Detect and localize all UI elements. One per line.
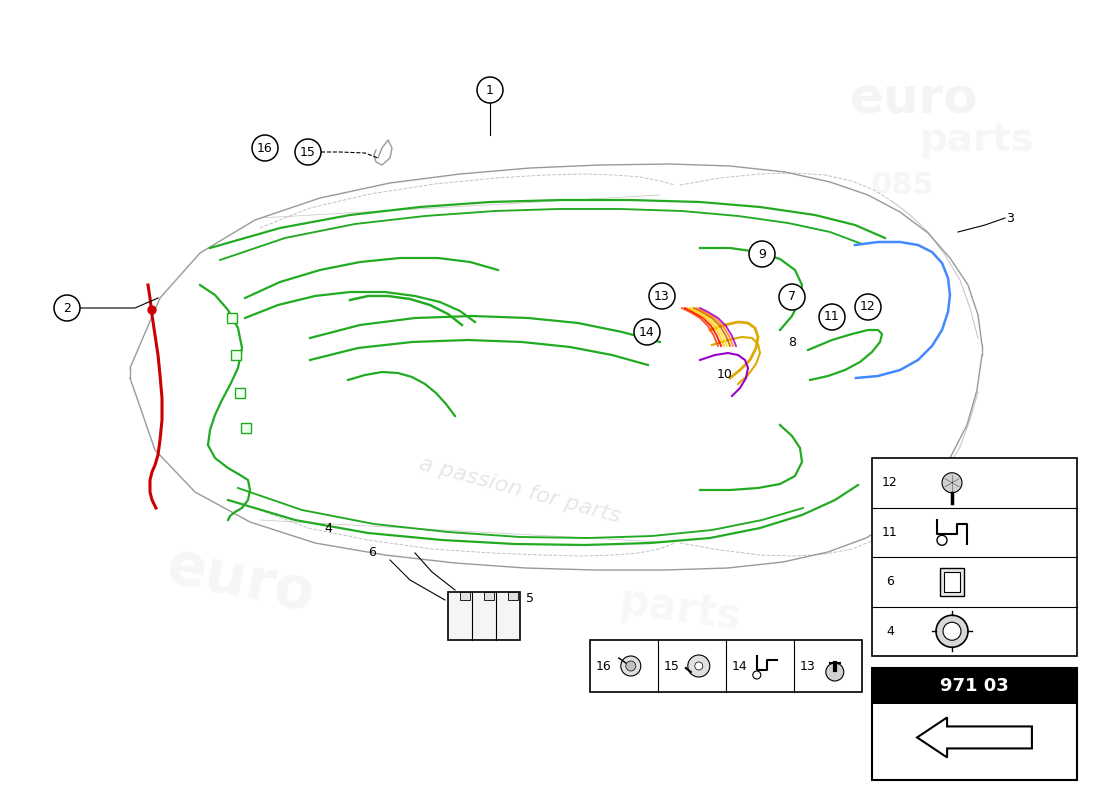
Circle shape: [688, 655, 710, 677]
Circle shape: [695, 662, 703, 670]
Text: 4: 4: [324, 522, 332, 534]
Circle shape: [477, 77, 503, 103]
Bar: [235, 388, 245, 398]
Bar: [227, 313, 236, 323]
Bar: [241, 423, 251, 433]
Text: 11: 11: [882, 526, 898, 538]
Circle shape: [820, 304, 845, 330]
Text: 8: 8: [788, 335, 796, 349]
Text: 1: 1: [486, 83, 494, 97]
Text: 15: 15: [300, 146, 316, 158]
Bar: [484, 592, 494, 600]
Text: parts: parts: [616, 581, 744, 639]
Bar: [872, 668, 1077, 780]
Circle shape: [626, 661, 636, 671]
Bar: [508, 592, 518, 600]
Circle shape: [943, 622, 961, 640]
Circle shape: [54, 295, 80, 321]
Text: 14: 14: [639, 326, 654, 338]
Text: 14: 14: [732, 659, 748, 673]
Text: euro: euro: [850, 76, 979, 124]
Text: 11: 11: [824, 310, 840, 323]
Text: 3: 3: [1006, 211, 1014, 225]
Text: 12: 12: [882, 476, 898, 490]
Text: 6: 6: [368, 546, 376, 558]
Text: 7: 7: [788, 290, 796, 303]
Text: 6: 6: [887, 575, 894, 588]
Text: 5: 5: [526, 591, 534, 605]
Text: 12: 12: [860, 301, 876, 314]
Circle shape: [252, 135, 278, 161]
Text: 15: 15: [663, 659, 680, 673]
Text: a passion for parts: a passion for parts: [417, 454, 623, 526]
Text: 085: 085: [870, 170, 934, 199]
Text: euro: euro: [161, 537, 319, 623]
Text: 16: 16: [596, 659, 612, 673]
Bar: [231, 350, 241, 360]
Circle shape: [295, 139, 321, 165]
Bar: [940, 568, 964, 596]
Text: 2: 2: [63, 302, 70, 314]
Circle shape: [148, 306, 156, 314]
Circle shape: [649, 283, 675, 309]
Text: 10: 10: [717, 369, 733, 382]
Text: 13: 13: [800, 659, 815, 673]
Bar: [590, 640, 862, 692]
Circle shape: [942, 473, 962, 493]
Bar: [872, 458, 1077, 656]
FancyArrow shape: [917, 718, 1032, 758]
Circle shape: [826, 663, 844, 681]
Circle shape: [749, 241, 775, 267]
Text: 971 03: 971 03: [940, 677, 1009, 695]
Text: parts: parts: [920, 121, 1035, 159]
Text: 4: 4: [887, 625, 894, 638]
Circle shape: [620, 656, 641, 676]
Bar: [460, 592, 470, 600]
Text: 9: 9: [758, 247, 766, 261]
Text: 13: 13: [654, 290, 670, 302]
Bar: [872, 668, 1077, 704]
Bar: [944, 572, 960, 592]
Circle shape: [936, 615, 968, 647]
Text: 16: 16: [257, 142, 273, 154]
Circle shape: [634, 319, 660, 345]
Circle shape: [855, 294, 881, 320]
Bar: [448, 592, 520, 640]
Circle shape: [779, 284, 805, 310]
